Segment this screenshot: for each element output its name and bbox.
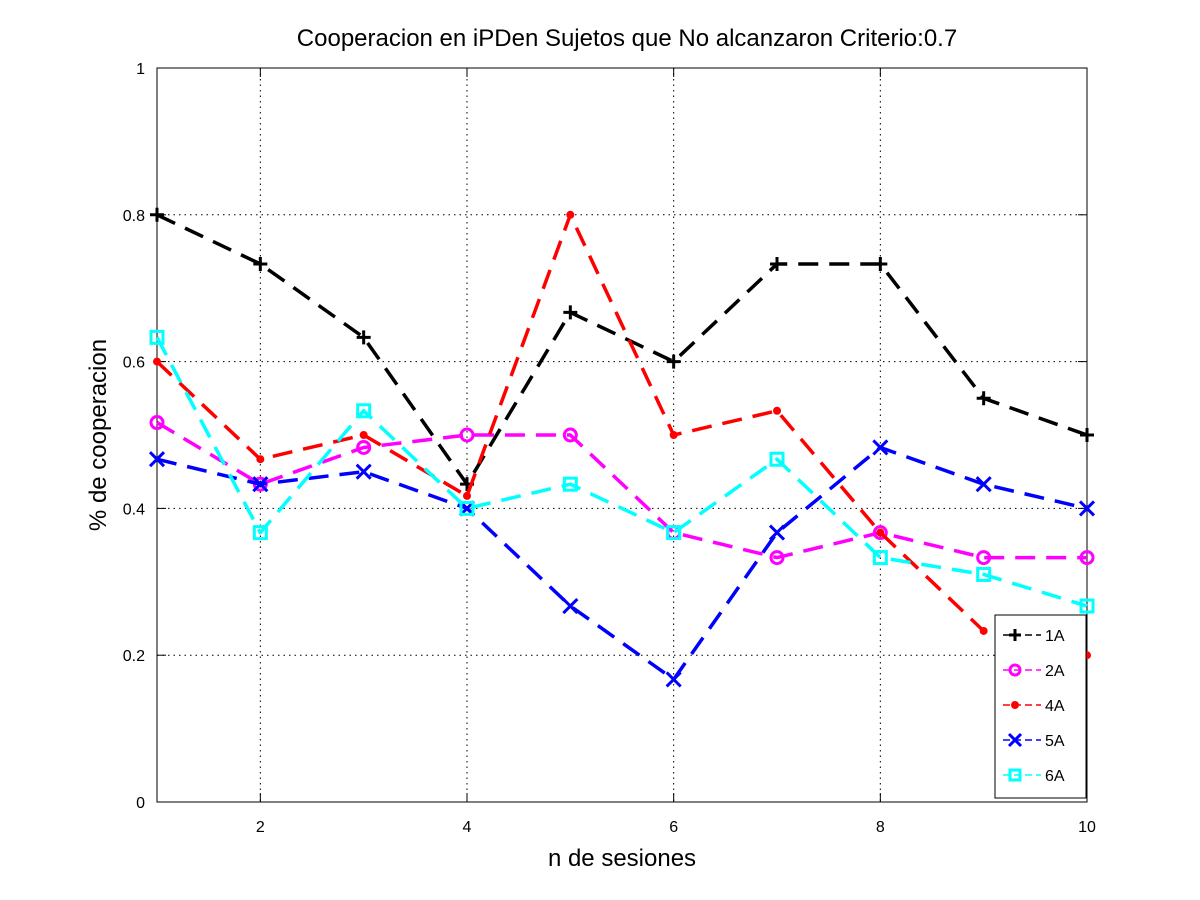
data-point [459, 427, 475, 443]
data-point [773, 406, 781, 415]
data-point [770, 256, 784, 271]
data-point [149, 329, 165, 345]
legend-marker [1009, 629, 1021, 641]
data-point [356, 439, 372, 455]
series-line [156, 213, 1088, 486]
data-point [149, 415, 165, 431]
data-point [1080, 428, 1094, 442]
data-point [563, 305, 578, 320]
legend-label: 2A [1045, 663, 1065, 680]
data-point [562, 427, 578, 443]
y-tick-label: 0.2 [123, 648, 145, 665]
data-point [872, 525, 888, 541]
data-point [768, 524, 786, 541]
y-tick-label: 0.6 [123, 355, 145, 372]
data-point [979, 626, 988, 635]
series-layer [148, 207, 1096, 688]
data-point [252, 476, 269, 493]
data-point [665, 671, 682, 688]
legend-entry: 2A [1003, 663, 1065, 680]
x-tick-label: 8 [876, 819, 885, 836]
series-line [155, 336, 1088, 608]
legend-label: 6A [1045, 768, 1065, 785]
legend-marker [1011, 701, 1019, 709]
y-tick-label: 1 [136, 61, 145, 78]
data-point [873, 256, 888, 271]
data-point [666, 525, 682, 541]
legend-label: 1A [1045, 628, 1065, 645]
legend: 1A 2A 4A 5A 6A [994, 614, 1087, 799]
data-point [256, 455, 265, 464]
data-point [1078, 500, 1096, 517]
series-1a [150, 207, 1094, 492]
data-point [355, 463, 372, 480]
data-point [669, 431, 678, 439]
data-point [150, 207, 164, 222]
data-point [356, 403, 372, 419]
legend-label: 4A [1045, 698, 1065, 715]
legend-entry: 5A [1003, 732, 1065, 750]
data-point [976, 550, 992, 566]
x-tick-label: 6 [669, 819, 678, 836]
legend-entry: 4A [1003, 698, 1065, 715]
y-tick-label: 0.4 [123, 501, 145, 518]
y-tick-label: 0.8 [123, 208, 145, 225]
data-point [253, 256, 268, 271]
data-point [356, 330, 371, 345]
data-point [666, 354, 681, 369]
x-tick-label: 10 [1078, 819, 1096, 836]
legend-entry: 1A [1003, 628, 1065, 645]
data-point [252, 525, 268, 541]
series-line [155, 213, 1088, 657]
y-axis-label: % de cooperacion [85, 339, 112, 531]
data-point [463, 491, 471, 500]
data-point [1079, 598, 1095, 614]
data-point [562, 476, 578, 492]
legend-box [994, 614, 1087, 799]
legend-marker [1007, 732, 1023, 748]
series-line [156, 421, 1087, 560]
legend-marker [1008, 663, 1022, 677]
data-point [769, 451, 785, 467]
series-5a [148, 439, 1096, 688]
data-point [975, 476, 992, 493]
x-tick-label: 4 [463, 819, 472, 836]
series-4a [153, 210, 1091, 660]
data-point [876, 528, 885, 537]
data-point [148, 451, 166, 468]
data-point [976, 391, 991, 406]
series-2a [149, 415, 1095, 566]
x-axis-label: n de sesiones [548, 845, 696, 872]
chart-title: Cooperacion en iPDen Sujetos que No alca… [297, 25, 957, 52]
grid [157, 68, 1087, 802]
data-point [562, 597, 579, 615]
series-6a [149, 329, 1095, 614]
series-line [156, 445, 1088, 682]
x-tick-label: 2 [256, 819, 265, 836]
plot-area [156, 67, 1088, 803]
axis-ticks: 2 4 6 8 10 0 0.2 0.4 0.6 0.8 1 [123, 61, 1096, 836]
data-point [359, 431, 368, 439]
legend-marker [1008, 768, 1022, 782]
y-tick-label: 0 [136, 795, 145, 812]
data-point [769, 550, 785, 566]
data-point [1079, 550, 1095, 566]
legend-entry: 6A [1003, 768, 1065, 785]
data-point [566, 210, 575, 219]
data-point [153, 357, 161, 366]
data-point [459, 500, 475, 516]
data-point [872, 550, 888, 566]
data-point [872, 439, 889, 456]
legend-label: 5A [1045, 733, 1065, 750]
data-point [976, 566, 992, 582]
